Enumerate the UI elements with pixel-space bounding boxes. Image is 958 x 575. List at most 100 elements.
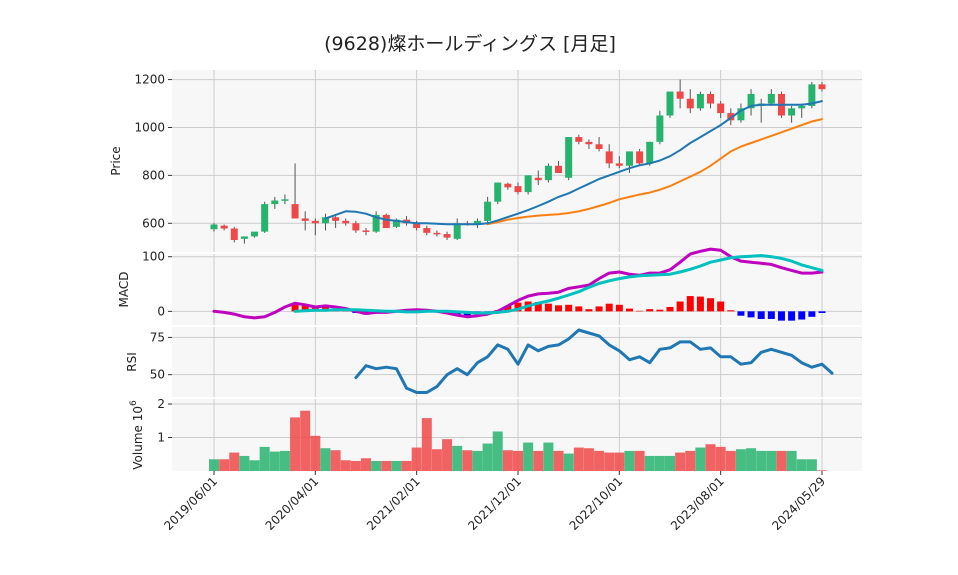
- volume-bar: [685, 450, 696, 471]
- y-tick-label: 1: [157, 431, 165, 445]
- candle-up: [210, 224, 218, 230]
- moving-average-long-line: [486, 118, 823, 226]
- macd-histogram-bar: [504, 305, 512, 312]
- volume-bar: [624, 450, 635, 471]
- candle-up: [747, 93, 755, 109]
- volume-bar: [269, 451, 280, 471]
- volume-bar: [431, 449, 442, 471]
- volume-bar: [209, 459, 219, 471]
- candle-down: [595, 144, 603, 150]
- volume-bar: [219, 459, 230, 471]
- volume-bar: [401, 460, 412, 471]
- macd-histogram-bar: [666, 306, 674, 312]
- macd-line: [212, 247, 824, 320]
- candle-down: [423, 228, 431, 233]
- price-panel: 600 800 1000 1200 Price: [109, 70, 862, 252]
- candle-down: [220, 225, 228, 229]
- volume-bar: [604, 452, 615, 471]
- volume-bar: [695, 447, 706, 471]
- x-tick-label: 2022/10/01: [567, 474, 626, 533]
- y-tick-label: 1200: [134, 73, 165, 87]
- candle-down: [230, 228, 238, 241]
- candle-down: [585, 141, 593, 145]
- x-tick-label: 2019/06/01: [161, 474, 220, 533]
- panel-background: [172, 70, 862, 252]
- volume-bar: [654, 455, 665, 471]
- candle-down: [615, 163, 623, 166]
- candle-up: [666, 91, 674, 116]
- macd-histogram-bar: [565, 304, 573, 312]
- volume-bar: [462, 450, 473, 471]
- macd-histogram-bar: [595, 306, 603, 312]
- candle-up: [473, 220, 481, 225]
- volume-bar: [766, 450, 777, 471]
- macd-histogram-bar: [605, 303, 613, 312]
- candle-down: [514, 186, 522, 193]
- y-axis-label: MACD: [117, 272, 131, 308]
- candle-down: [433, 232, 441, 235]
- x-tick-label: 2020/04/01: [263, 474, 322, 533]
- volume-bar: [543, 442, 554, 471]
- signal-line: [293, 254, 824, 315]
- volume-bar: [634, 450, 645, 471]
- macd-histogram-bar: [767, 311, 775, 319]
- volume-bar: [320, 448, 331, 471]
- volume-bar: [583, 448, 594, 471]
- volume-bar: [705, 444, 716, 471]
- volume-bar: [411, 447, 422, 471]
- volume-bar: [614, 452, 625, 471]
- macd-histogram-bar: [757, 311, 765, 319]
- macd-histogram-bar: [788, 311, 796, 321]
- y-tick-label: 800: [142, 168, 165, 182]
- candle-up: [656, 115, 664, 142]
- macd-histogram-bar: [707, 298, 715, 312]
- candle-down: [382, 214, 390, 229]
- candle-down: [686, 98, 694, 109]
- candle-up: [798, 105, 806, 109]
- candle-up: [321, 217, 329, 224]
- rsi-line: [354, 328, 834, 394]
- volume-bar: [746, 448, 757, 471]
- volume-bar: [786, 450, 797, 471]
- macd-histogram-bar: [575, 306, 583, 312]
- rsi-panel: 50 75 RSI: [125, 327, 862, 397]
- volume-bar: [523, 442, 534, 471]
- chart-title: (9628)燦ホールディングス [月足]: [324, 33, 616, 55]
- candle-up: [494, 182, 502, 202]
- candle-up: [261, 204, 269, 232]
- volume-panel: 1 2 Volume 106: [129, 397, 862, 471]
- volume-bar: [249, 460, 260, 471]
- candle-up: [788, 108, 796, 116]
- volume-bar: [310, 435, 321, 471]
- macd-histogram-bar: [534, 302, 542, 312]
- volume-bar: [391, 460, 402, 471]
- candle-up: [281, 199, 289, 201]
- y-tick-label: 1000: [134, 120, 165, 134]
- volume-bar: [361, 458, 371, 471]
- volume-bar: [553, 450, 564, 471]
- macd-histogram-bar: [544, 303, 552, 312]
- volume-bar: [817, 470, 827, 471]
- y-tick-label: 75: [150, 330, 165, 344]
- y-tick-label: 0: [157, 304, 165, 318]
- volume-bar: [644, 455, 655, 471]
- volume-bar: [492, 431, 503, 471]
- macd-histogram-bar: [514, 302, 522, 312]
- volume-bar: [371, 460, 382, 471]
- candle-up: [565, 137, 573, 178]
- x-tick-label: 2021/12/01: [465, 474, 524, 533]
- volume-bar: [300, 410, 311, 471]
- candle-up: [524, 175, 532, 193]
- macd-histogram-bar: [646, 309, 654, 312]
- candle-up: [544, 165, 552, 181]
- panel-background: [172, 254, 862, 325]
- macd-histogram-bar: [818, 311, 826, 313]
- volume-bar: [725, 450, 736, 471]
- volume-bar: [665, 455, 675, 471]
- volume-bar: [340, 460, 351, 471]
- volume-bar: [259, 446, 270, 471]
- macd-histogram-bar: [636, 310, 644, 312]
- candle-down: [291, 204, 299, 219]
- volume-bar: [452, 445, 463, 471]
